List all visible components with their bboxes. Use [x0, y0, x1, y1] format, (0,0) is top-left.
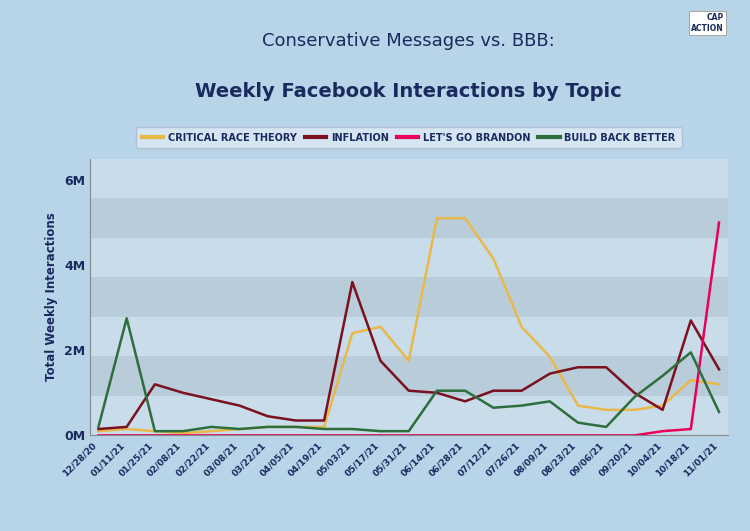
Text: Weekly Facebook Interactions by Topic: Weekly Facebook Interactions by Topic [195, 82, 622, 101]
Bar [90, 159, 728, 198]
Legend: CRITICAL RACE THEORY, INFLATION, LET'S GO BRANDON, BUILD BACK BETTER: CRITICAL RACE THEORY, INFLATION, LET'S G… [136, 127, 682, 149]
Bar [90, 198, 728, 238]
Bar [90, 277, 728, 317]
Y-axis label: Total Weekly Interactions: Total Weekly Interactions [46, 212, 58, 381]
Bar [90, 238, 728, 277]
Bar [90, 317, 728, 356]
Text: Conservative Messages vs. BBB:: Conservative Messages vs. BBB: [262, 32, 555, 50]
Bar [90, 396, 728, 435]
Text: CAP
ACTION: CAP ACTION [691, 13, 724, 33]
Bar [90, 356, 728, 396]
